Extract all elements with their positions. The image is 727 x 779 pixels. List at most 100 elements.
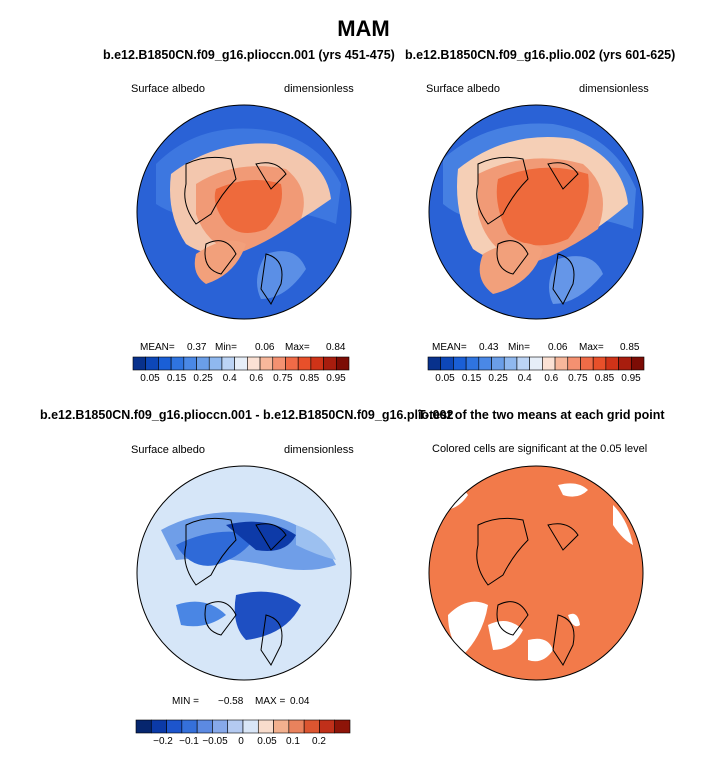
- panel1-colorbar-swatch: [335, 356, 350, 371]
- panel3-colorbar-swatch: [150, 719, 167, 734]
- panel2-max-label: Max=: [579, 342, 604, 353]
- panel2-colorbar-swatch: [516, 356, 530, 371]
- panel2-colorbar-swatch: [542, 356, 556, 371]
- panel3-max-label: MAX =: [255, 696, 286, 707]
- panel1-max-label: Max=: [285, 342, 310, 353]
- panel3-colorbar-tick-label: 0.2: [312, 736, 326, 747]
- panel1-colorbar-swatch: [310, 356, 324, 371]
- panel1-colorbar-swatch: [196, 356, 210, 371]
- panel3-units-label: dimensionless: [284, 444, 354, 456]
- panel1-colorbar-tick-label: 0.75: [273, 373, 293, 384]
- panel2-polar-map: [428, 104, 644, 320]
- panel1-colorbar-swatch: [297, 356, 312, 371]
- panel2-colorbar-swatch: [618, 356, 632, 371]
- main-title: MAM: [337, 16, 390, 41]
- panel2-mean-label: MEAN=: [432, 342, 467, 353]
- panel3-colorbar: [135, 719, 351, 734]
- panel1-colorbar-swatch: [247, 356, 261, 371]
- panel2-min-value: 0.06: [548, 342, 568, 353]
- panel2-max-value: 0.85: [620, 342, 640, 353]
- panel3-colorbar-swatch: [242, 719, 259, 734]
- panel2-colorbar-swatch: [630, 356, 645, 371]
- panel1-colorbar-swatch: [170, 356, 185, 371]
- panel3-colorbar-swatch: [212, 719, 229, 734]
- panel3-colorbar-tick-label: −0.1: [179, 736, 199, 747]
- panel2-mean-value: 0.43: [479, 342, 499, 353]
- panel3-colorbar-tick-label: 0: [238, 736, 244, 747]
- panel3-variable-label: Surface albedo: [131, 444, 205, 456]
- panel3-colorbar-swatch: [166, 719, 183, 734]
- panel4-note: Colored cells are significant at the 0.0…: [432, 443, 648, 455]
- panel2-colorbar-swatch: [580, 356, 594, 371]
- panel3-colorbar-swatch: [227, 719, 244, 734]
- panel1-colorbar-tick-label: 0.25: [193, 373, 213, 384]
- panel3-colorbar-swatch: [196, 719, 213, 734]
- panel1-colorbar-swatch: [158, 356, 172, 371]
- panel2-colorbar-tick-label: 0.15: [461, 373, 482, 384]
- panel3-title: b.e12.B1850CN.f09_g16.plioccn.001 - b.e1…: [40, 408, 454, 422]
- panel1-colorbar-swatch: [221, 356, 235, 371]
- panel3-max-value: 0.04: [290, 696, 310, 707]
- panel1-min-label: Min=: [215, 342, 237, 353]
- panel3-colorbar-swatch: [303, 719, 320, 734]
- panel1-colorbar-tick-label: 0.4: [222, 373, 237, 384]
- panel1-title: b.e12.B1850CN.f09_g16.plioccn.001 (yrs 4…: [103, 48, 395, 62]
- panel1-colorbar-tick-label: 0.15: [166, 373, 187, 384]
- panel2-colorbar-swatch: [440, 356, 454, 371]
- panel3-colorbar-swatch: [334, 719, 351, 734]
- panel1-units-label: dimensionless: [284, 83, 354, 95]
- panel3-colorbar-swatch: [319, 719, 336, 734]
- panel3-colorbar-tick-label: 0.05: [257, 736, 277, 747]
- panel2-colorbar-tick-label: 0.4: [517, 373, 532, 384]
- panel2-colorbar-tick-label: 0.75: [568, 373, 588, 384]
- panel3-colorbar-swatch: [288, 719, 305, 734]
- panel2-colorbar-swatch: [503, 356, 518, 371]
- panel1-min-value: 0.06: [255, 342, 275, 353]
- panel1-polar-map: [136, 104, 352, 320]
- panel2-colorbar-tick-label: 0.95: [621, 373, 641, 384]
- panel4-significance-map: [428, 465, 644, 681]
- panel2-colorbar-swatch: [491, 356, 505, 371]
- panel1-mean-value: 0.37: [187, 342, 207, 353]
- panel2-colorbar-tick-label: 0.25: [488, 373, 508, 384]
- panel2-colorbar-swatch: [453, 356, 467, 371]
- panel2-colorbar-swatch: [567, 356, 581, 371]
- panel3-colorbar-swatch: [273, 719, 290, 734]
- panel3-colorbar-tick-label: −0.2: [153, 736, 173, 747]
- panel3-min-value: −0.58: [218, 696, 244, 707]
- panel1-colorbar: [132, 356, 350, 371]
- panel3-colorbar-tick-label: −0.05: [202, 736, 228, 747]
- panel1-mean-label: MEAN=: [140, 342, 175, 353]
- panel1-colorbar-swatch: [145, 356, 159, 371]
- panel3-colorbar-swatch: [135, 719, 152, 734]
- panel2-colorbar-swatch: [465, 356, 480, 371]
- panel2-title: b.e12.B1850CN.f09_g16.plio.002 (yrs 601-…: [405, 48, 676, 62]
- panel3-colorbar-tick-label: 0.1: [286, 736, 300, 747]
- panel3-polar-map: [136, 465, 352, 681]
- panel1-colorbar-swatch: [183, 356, 197, 371]
- panel1-colorbar-swatch: [259, 356, 274, 371]
- panel2-colorbar-swatch: [605, 356, 619, 371]
- panel1-max-value: 0.84: [326, 342, 346, 353]
- panel3-colorbar-swatch: [257, 719, 274, 734]
- panel2-colorbar-swatch: [592, 356, 607, 371]
- panel1-colorbar-tick-label: 0.6: [249, 373, 264, 384]
- panel1-variable-label: Surface albedo: [131, 83, 205, 95]
- panel2-colorbar: [427, 356, 645, 371]
- panel2-variable-label: Surface albedo: [426, 83, 500, 95]
- panel2-units-label: dimensionless: [579, 83, 649, 95]
- panel1-colorbar-tick-label: 0.85: [299, 373, 320, 384]
- panel2-colorbar-swatch: [529, 356, 543, 371]
- panel1-colorbar-tick-label: 0.05: [140, 373, 160, 384]
- panel3-colorbar-swatch: [181, 719, 198, 734]
- panel1-colorbar-swatch: [234, 356, 248, 371]
- panel3-min-label: MIN =: [172, 696, 199, 707]
- panel2-colorbar-swatch: [554, 356, 569, 371]
- panel2-min-label: Min=: [508, 342, 530, 353]
- panel1-colorbar-tick-label: 0.95: [326, 373, 346, 384]
- panel4-title: T-test of the two means at each grid poi…: [418, 408, 665, 422]
- panel2-colorbar-swatch: [478, 356, 492, 371]
- panel1-colorbar-swatch: [285, 356, 299, 371]
- panel1-colorbar-swatch: [208, 356, 223, 371]
- panel2-colorbar-swatch: [427, 356, 442, 371]
